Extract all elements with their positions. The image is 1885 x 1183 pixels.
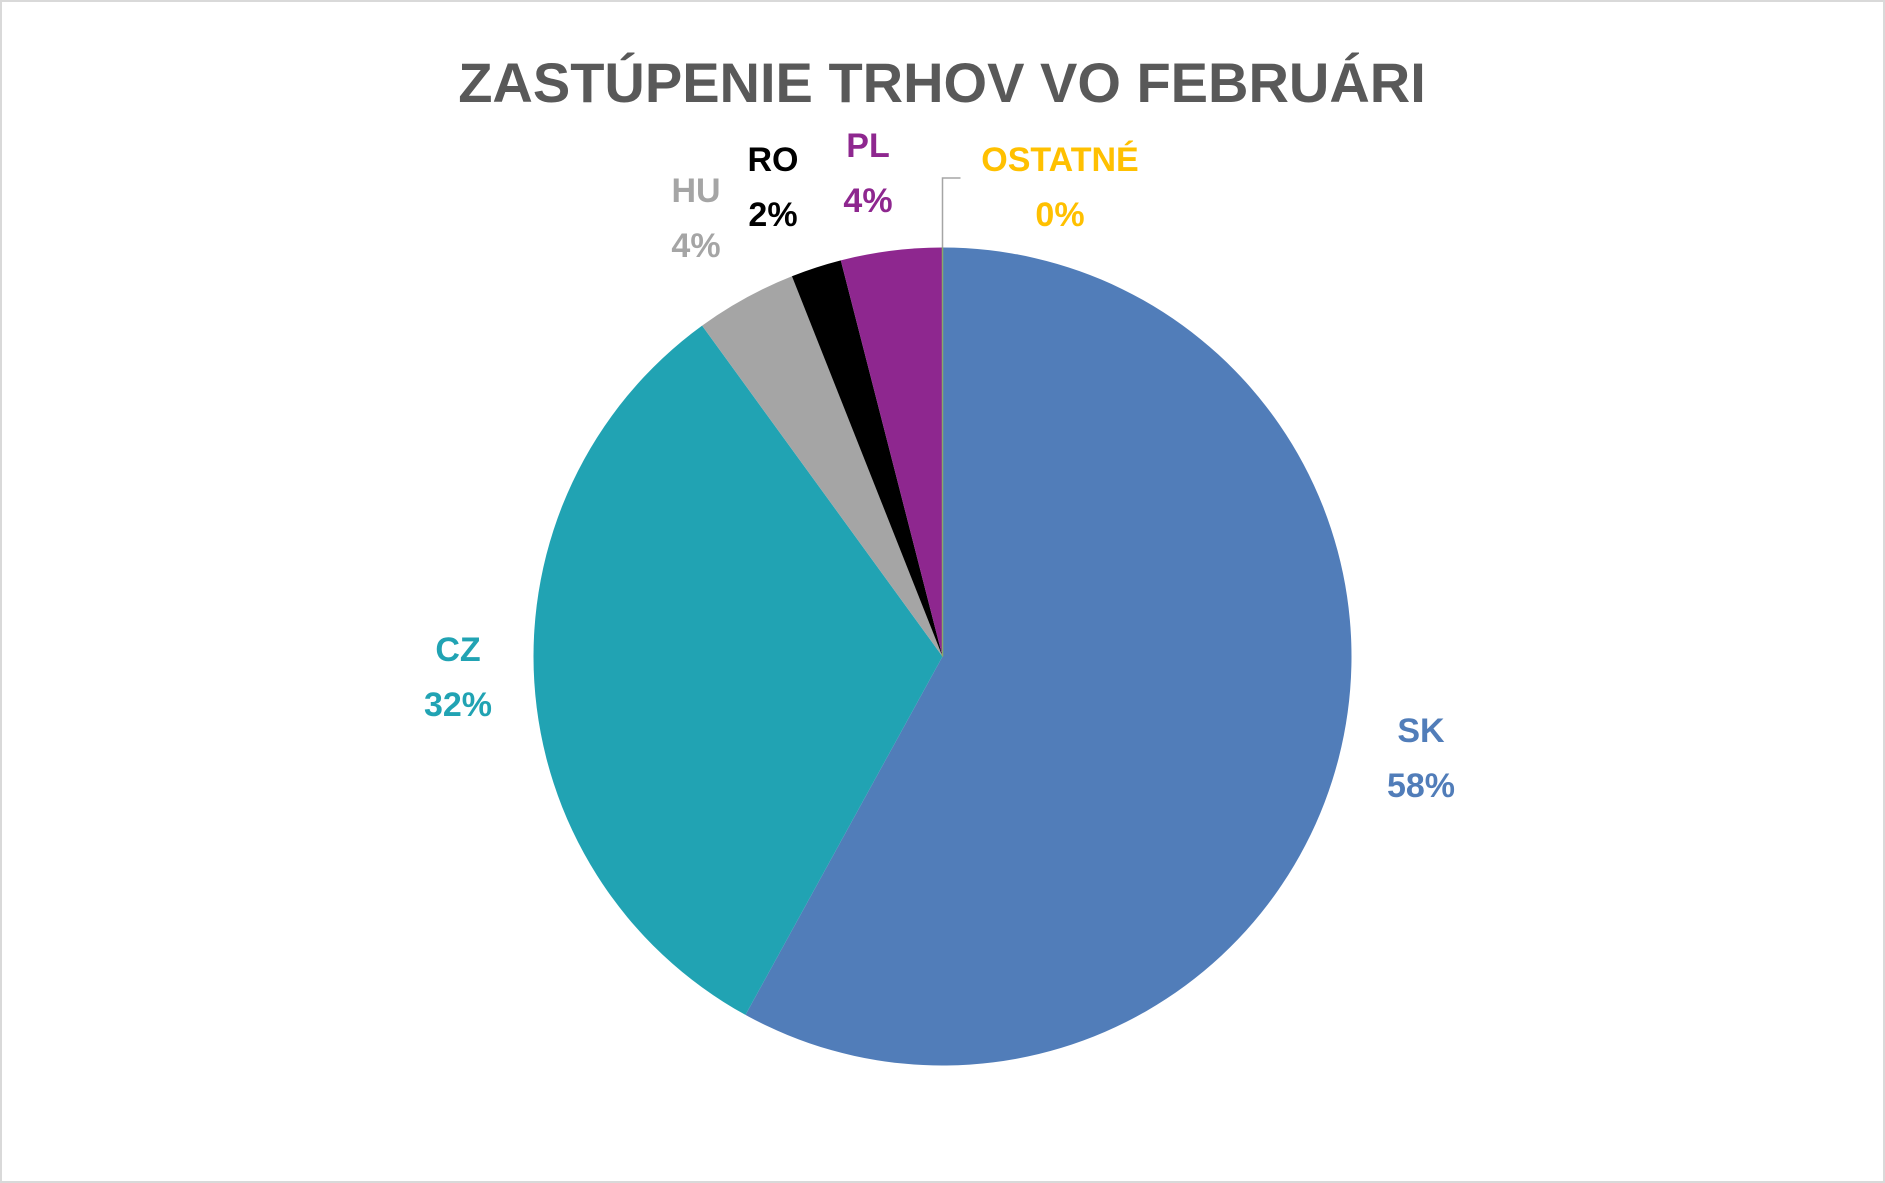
data-label-name: HU (671, 172, 720, 210)
data-label-value: 4% (671, 227, 720, 265)
data-label-name: PL (846, 127, 889, 165)
data-label-value: 2% (748, 196, 797, 234)
data-labels: SK 58% CZ 32% HU 4% RO 2% PL 4% OSTATNÉ 0% (424, 127, 1455, 805)
data-label-value: 58% (1387, 767, 1455, 805)
data-label-value: 4% (843, 182, 892, 220)
data-label-name: SK (1397, 712, 1445, 750)
pie (533, 247, 1352, 1066)
chart-title: ZASTÚPENIE TRHOV VO FEBRUÁRI (458, 51, 1426, 114)
pie-slice (702, 276, 943, 657)
data-label-name: CZ (435, 631, 480, 669)
pie-slice (791, 260, 943, 657)
data-label-name: OSTATNÉ (981, 141, 1138, 179)
pie-slice (840, 247, 943, 657)
leader-line (941, 177, 961, 248)
pie-slice (533, 325, 943, 1015)
pie-slice (745, 247, 1352, 1066)
data-label-value: 32% (424, 686, 492, 724)
data-label-value: 0% (1035, 196, 1084, 234)
data-label-name: RO (748, 141, 799, 179)
